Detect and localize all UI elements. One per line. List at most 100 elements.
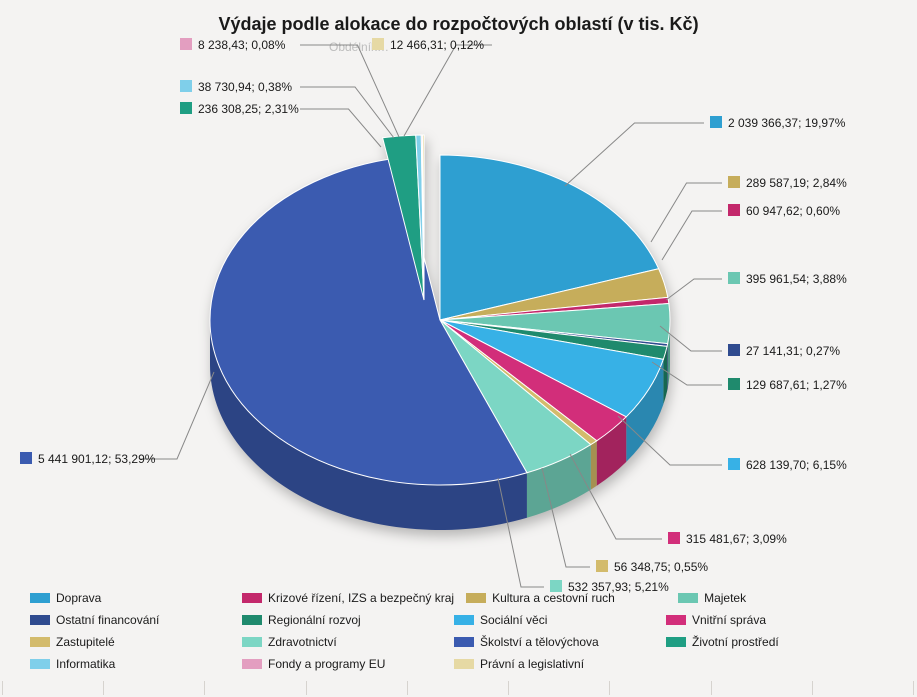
data-label: 2 039 366,37; 19,97% [710,116,845,130]
data-label: 289 587,19; 2,84% [728,176,847,190]
data-label: 395 961,54; 3,88% [728,272,847,286]
leader-line [652,362,722,385]
swatch-icon [728,458,740,470]
legend-item: Kultura a cestovní ruch [460,587,672,609]
label-text: 289 587,19; 2,84% [746,176,847,190]
data-label: 315 481,67; 3,09% [668,532,787,546]
data-label: 12 466,31; 0,12% [372,38,484,52]
legend-swatch-icon [30,615,50,625]
data-label: 60 947,62; 0,60% [728,204,840,218]
tick [2,681,104,695]
leader-line [300,45,399,137]
axis-ticks [2,681,914,695]
data-label: 8 238,43; 0,08% [180,38,285,52]
legend-item: Fondy a programy EU [236,653,448,675]
legend-label: Školství a tělovýchova [480,635,599,649]
leader-line [666,279,722,300]
legend-item: Regionální rozvoj [236,609,448,631]
legend-swatch-icon [242,615,262,625]
label-text: 12 466,31; 0,12% [390,38,484,52]
label-text: 56 348,75; 0,55% [614,560,708,574]
data-label: 38 730,94; 0,38% [180,80,292,94]
legend-label: Majetek [704,591,746,605]
legend-item: Krizové řízení, IZS a bezpečný kraj [236,587,460,609]
legend-item: Ostatní financování [24,609,236,631]
legend-item: Majetek [672,587,884,609]
legend-item: Sociální věci [448,609,660,631]
swatch-icon [180,102,192,114]
legend-swatch-icon [30,593,50,603]
tick [205,681,306,695]
data-label: 628 139,70; 6,15% [728,458,847,472]
legend-row: Informatika Fondy a programy EU Právní a l… [24,653,894,675]
legend-label: Krizové řízení, IZS a bezpečný kraj [268,591,454,605]
label-text: 236 308,25; 2,31% [198,102,299,116]
legend-item: Zdravotnictví [236,631,448,653]
leader-line [300,109,381,147]
legend-item: Životní prostředí [660,631,872,653]
label-text: 5 441 901,12; 53,29% [38,452,155,466]
legend-item: Právní a legislativní [448,653,660,675]
legend-row: Zastupitelé Zdravotnictví Školství a tělov… [24,631,894,653]
legend-swatch-icon [666,637,686,647]
label-text: 60 947,62; 0,60% [746,204,840,218]
data-label: 129 687,61; 1,27% [728,378,847,392]
tick [307,681,408,695]
label-text: 27 141,31; 0,27% [746,344,840,358]
data-label: 56 348,75; 0,55% [596,560,708,574]
tick [712,681,813,695]
legend-swatch-icon [242,659,262,669]
leader-line [651,183,722,242]
legend-row: Ostatní financování Regionální rozvoj Soci… [24,609,894,631]
swatch-icon [728,344,740,356]
legend-swatch-icon [466,593,486,603]
legend-swatch-icon [242,637,262,647]
swatch-icon [728,272,740,284]
legend-item [660,653,872,675]
leader-line [618,416,722,465]
swatch-icon [728,378,740,390]
legend-label: Informatika [56,657,115,671]
legend-swatch-icon [30,637,50,647]
tick [509,681,610,695]
legend-label: Životní prostředí [692,635,779,649]
label-text: 315 481,67; 3,09% [686,532,787,546]
swatch-icon [180,38,192,50]
legend-label: Fondy a programy EU [268,657,385,671]
label-text: 628 139,70; 6,15% [746,458,847,472]
label-text: 8 238,43; 0,08% [198,38,285,52]
legend-label: Sociální věci [480,613,547,627]
data-label: 5 441 901,12; 53,29% [20,452,155,466]
swatch-icon [710,116,722,128]
legend-swatch-icon [242,593,262,603]
legend-label: Regionální rozvoj [268,613,361,627]
leader-line [404,45,492,136]
swatch-icon [20,452,32,464]
swatch-icon [728,204,740,216]
data-label: 27 141,31; 0,27% [728,344,840,358]
legend-item: Školství a tělovýchova [448,631,660,653]
swatch-icon [596,560,608,572]
label-text: 395 961,54; 3,88% [746,272,847,286]
legend-row: Doprava Krizové řízení, IZS a bezpečný kr… [24,587,894,609]
tick [813,681,914,695]
leader-line [140,372,214,459]
legend-swatch-icon [666,615,686,625]
leader-line [542,468,590,567]
legend-label: Ostatní financování [56,613,159,627]
tick [104,681,205,695]
legend-label: Zastupitelé [56,635,115,649]
label-text: 2 039 366,37; 19,97% [728,116,845,130]
legend-item: Zastupitelé [24,631,236,653]
legend-swatch-icon [454,659,474,669]
legend-label: Doprava [56,591,101,605]
legend-label: Zdravotnictví [268,635,337,649]
tick [610,681,711,695]
swatch-icon [180,80,192,92]
legend: Doprava Krizové řízení, IZS a bezpečný kr… [24,587,894,675]
leader-line [565,123,704,186]
leader-line [570,454,662,539]
tick [408,681,509,695]
legend-label: Kultura a cestovní ruch [492,591,615,605]
leader-line [662,211,722,260]
